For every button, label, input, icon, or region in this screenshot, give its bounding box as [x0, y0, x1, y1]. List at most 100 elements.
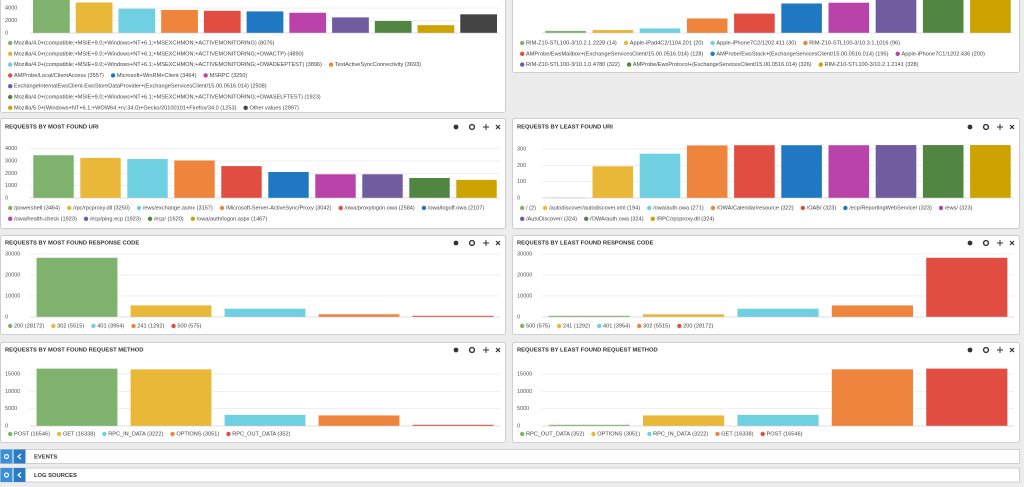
section-collapse-button[interactable]	[13, 449, 26, 464]
legend-swatch	[421, 205, 427, 211]
legend-item[interactable]: /owa/auth/logon.aspx (1467)	[190, 216, 268, 222]
legend-label: MSRPC (3250)	[209, 73, 247, 79]
section-settings-button[interactable]	[0, 449, 13, 464]
section-bar[interactable]: EVENTS	[0, 449, 1020, 464]
legend-item[interactable]: /ecp/ (1620)	[147, 216, 184, 222]
info-icon[interactable]	[967, 240, 973, 246]
legend-item[interactable]: MSRPC (3250)	[203, 73, 248, 79]
section-collapse-button[interactable]	[13, 468, 26, 482]
legend-item[interactable]: RIM-Z10-STL100-3/10.1.0.4780 (322)	[520, 62, 620, 68]
close-icon[interactable]	[495, 347, 501, 353]
legend-item[interactable]: /RPC/rpcproxy.dll (324)	[650, 216, 715, 222]
legend-item[interactable]: AMProbe/Local/ClientAccess (3557)	[8, 73, 104, 79]
legend-item[interactable]: /AutoDiscover/ (324)	[520, 216, 577, 222]
bar	[828, 145, 870, 198]
legend-item[interactable]: OPTIONS (3051)	[170, 431, 219, 437]
legend-item[interactable]: Mozilla/4.0+(compatible;+MSIE+9.0;+Windo…	[8, 40, 275, 46]
settings-icon[interactable]	[468, 123, 476, 131]
legend-item[interactable]: /owa/auth.owa (271)	[647, 205, 704, 211]
legend-item[interactable]: RPC_IN_DATA (3222)	[647, 431, 708, 437]
legend-item[interactable]: RPC_OUT_DATA (352)	[520, 431, 584, 437]
move-icon[interactable]	[483, 240, 489, 246]
move-icon[interactable]	[483, 347, 489, 353]
legend-item[interactable]: / (2)	[520, 205, 536, 211]
legend-item[interactable]: /owa/health-check (1923)	[8, 216, 77, 222]
legend-item[interactable]: Apple-iPad4C2/1104.201 (20)	[623, 40, 704, 46]
legend-item[interactable]: 302 (5515)	[51, 323, 84, 329]
bar	[875, 0, 917, 34]
legend-item[interactable]: POST (16546)	[8, 431, 50, 437]
legend-item[interactable]: POST (16546)	[760, 431, 803, 437]
info-icon[interactable]	[453, 240, 459, 246]
legend-item[interactable]: GET (16338)	[715, 431, 754, 437]
bar	[362, 174, 403, 198]
legend-item[interactable]: GET (16338)	[56, 431, 95, 437]
legend-item[interactable]: /owa/proxylogon.owa (2584)	[338, 205, 415, 211]
settings-icon[interactable]	[982, 346, 990, 354]
legend-item[interactable]: 241 (1292)	[131, 323, 164, 329]
legend-item[interactable]: ExchangeInternalEwsClient-EwsStoreDataPr…	[8, 84, 267, 90]
legend-item[interactable]: /powershell (3464)	[8, 205, 60, 211]
legend-item[interactable]: Mozilla/4.0+(compatible;+MSIE+9.0;+Windo…	[8, 62, 322, 68]
legend-item[interactable]: 241 (1292)	[556, 323, 590, 329]
legend-item[interactable]: /rpc/rpcproxy.dll (3250)	[67, 205, 130, 211]
legend-item[interactable]: 302 (5515)	[637, 323, 670, 329]
legend-item[interactable]: /OAB/ (323)	[800, 205, 837, 211]
close-icon[interactable]	[495, 124, 501, 130]
move-icon[interactable]	[483, 124, 489, 130]
legend-item[interactable]: Mozilla/4.0+(compatible;+MSIE+9.0;+Windo…	[8, 94, 321, 100]
legend-item[interactable]: /owa/logoff.owa (2107)	[421, 205, 485, 211]
info-icon[interactable]	[453, 347, 459, 353]
close-icon[interactable]	[1009, 240, 1015, 246]
bar	[734, 13, 775, 34]
settings-icon[interactable]	[468, 346, 476, 354]
legend-item[interactable]: Other values (2997)	[243, 105, 299, 111]
legend-item[interactable]: OPTIONS (3051)	[591, 431, 640, 437]
legend-item[interactable]: /autodiscover/autodiscover.xml (194)	[542, 205, 640, 211]
legend-item[interactable]: /Microsoft-Server-ActiveSync/Proxy (3042…	[219, 205, 332, 211]
legend-item[interactable]: /OWA/Calendar/resource (322)	[710, 205, 794, 211]
bar	[289, 12, 327, 33]
y-tick-label: 0	[517, 314, 520, 320]
legend-item[interactable]: RIM-Z10-STL100-3/10.2.1.2228 (14)	[520, 40, 617, 46]
section-settings-button[interactable]	[0, 468, 13, 482]
move-icon[interactable]	[997, 240, 1003, 246]
legend-item[interactable]: /ecp/ReportingWebService/ (323)	[843, 205, 932, 211]
legend-item[interactable]: /OWA/auth.owa (324)	[584, 216, 644, 222]
legend-item[interactable]: RPC_OUT_DATA (352)	[226, 431, 291, 437]
legend-item[interactable]: 401 (3954)	[91, 323, 124, 329]
legend-item[interactable]: AMProbe/EwsMailbox+(ExchangeServicesClie…	[520, 51, 704, 57]
legend-item[interactable]: RIM-Z10-STL100-3/10.2.1.2141 (328)	[818, 62, 919, 68]
info-icon[interactable]	[967, 124, 973, 130]
legend-item[interactable]: AMProbe/EwsProtocol+(ExchangeServicesCli…	[626, 62, 812, 68]
legend-item[interactable]: Mozilla/4.0+(compatible;+MSIE+9.0;+Windo…	[8, 51, 304, 57]
section-bar[interactable]: LOG SOURCES	[0, 467, 1020, 483]
legend-item[interactable]: Apple-iPhone7C2/1202.411 (30)	[710, 40, 796, 46]
close-icon[interactable]	[495, 240, 501, 246]
legend-item[interactable]: /ews/exchange.asmx (3157)	[136, 205, 213, 211]
move-icon[interactable]	[997, 124, 1003, 130]
info-icon[interactable]	[453, 124, 459, 130]
legend-item[interactable]: 200 (28172)	[677, 323, 713, 329]
settings-icon[interactable]	[468, 239, 476, 247]
legend-item[interactable]: Mozilla/5.0+(Windows+NT+6.1;+WOW64;+rv:3…	[8, 105, 237, 111]
legend-item[interactable]: Apple-iPhone7C1/1202.436 (200)	[895, 51, 985, 57]
settings-icon[interactable]	[982, 123, 990, 131]
legend-item[interactable]: 500 (575)	[171, 323, 201, 329]
legend-item[interactable]: RPC_IN_DATA (3222)	[102, 431, 163, 437]
legend-item[interactable]: /ews/ (323)	[938, 205, 973, 211]
legend-item[interactable]: RIM-Z10-STL100-3/10.3.1.1016 (96)	[803, 40, 900, 46]
close-icon[interactable]	[1009, 124, 1015, 130]
legend-item[interactable]: Microsoft+WinRM+Client (3464)	[110, 73, 197, 79]
legend-item[interactable]: 500 (575)	[520, 323, 550, 329]
info-icon[interactable]	[967, 347, 973, 353]
legend-item[interactable]: 200 (28172)	[8, 323, 44, 329]
panel: REQUESTS BY LEAST FOUND RESPONSE CODE 0 10…	[512, 235, 1020, 335]
settings-icon[interactable]	[982, 239, 990, 247]
legend-item[interactable]: AMProbe/EwsStack+(ExchangeServicesClient…	[710, 51, 889, 57]
close-icon[interactable]	[1009, 347, 1015, 353]
legend-item[interactable]: 401 (3954)	[597, 323, 630, 329]
legend-item[interactable]: /ecp/ping.ecp (1923)	[83, 216, 141, 222]
legend-item[interactable]: TestActiveSyncConnectivity (3693)	[328, 62, 421, 68]
move-icon[interactable]	[997, 347, 1003, 353]
